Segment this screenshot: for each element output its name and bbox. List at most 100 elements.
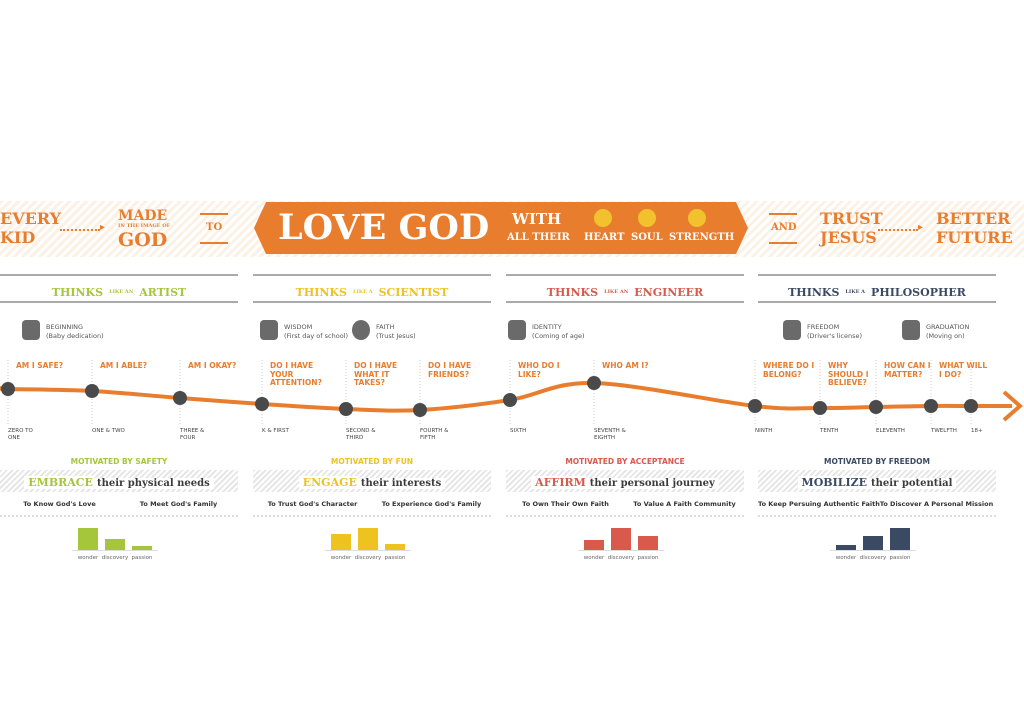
thinks-like: LIKE A — [845, 289, 866, 295]
age: ZERO TO ONE — [8, 428, 33, 441]
milestone-title: WISDOM — [284, 323, 313, 331]
node — [503, 393, 517, 407]
bar-label: passion — [637, 555, 659, 561]
jesus: JESUS — [820, 228, 877, 247]
bar-label: discovery — [101, 555, 129, 561]
arrow-head: ▸ — [918, 222, 924, 233]
goal: To Experience God's Family — [381, 500, 482, 508]
bar — [863, 536, 883, 550]
motivation: MOTIVATED BY ACCEPTANCE — [565, 457, 685, 466]
motto-band: EMBRACE their physical needs — [0, 470, 238, 492]
thinks-role: PHILOSOPHER — [871, 286, 966, 299]
motto-focus: their physical needs — [92, 478, 214, 489]
milestone-note: (Coming of age) — [532, 332, 585, 340]
age: ONE & TWO — [92, 428, 125, 434]
thinks-role: ENGINEER — [634, 286, 704, 299]
motivation: MOTIVATED BY FREEDOM — [824, 457, 930, 466]
motivation: MOTIVATED BY FUN — [330, 457, 414, 466]
heart: HEART — [584, 232, 625, 243]
milestone-note: (Driver's license) — [807, 332, 863, 340]
age: FOURTH & FIFTH — [420, 428, 449, 441]
motivation: MOTIVATED BY SAFETY — [70, 457, 168, 466]
rule — [200, 213, 228, 215]
question: WHERE DO I BELONG? — [763, 361, 815, 379]
motto-focus: their interests — [356, 478, 446, 489]
bar — [890, 528, 910, 550]
thinks-thinks: THINKS — [295, 286, 347, 299]
arrow-head: ▸ — [100, 222, 106, 233]
question: DO I HAVE WHAT IT TAKES? — [354, 361, 398, 388]
motto-band: ENGAGE their interests — [253, 470, 491, 492]
question: AM I OKAY? — [188, 361, 237, 370]
bar-label: wonder — [330, 555, 352, 561]
node — [964, 399, 978, 413]
thinks-like: LIKE AN — [604, 289, 629, 295]
dotted-arrow — [60, 229, 100, 231]
thinks-role: ARTIST — [139, 286, 187, 299]
bar — [638, 536, 658, 550]
node — [413, 403, 427, 417]
milestone-icon — [22, 320, 40, 340]
milestone-title: GRADUATION — [926, 323, 970, 331]
soul: SOUL — [631, 232, 663, 243]
bar — [358, 528, 378, 550]
milestone-icon — [902, 320, 920, 340]
goal: To Know God's Love — [23, 500, 96, 508]
motto-verb: AFFIRM — [531, 476, 586, 489]
god: GOD — [118, 229, 168, 251]
milestone-title: FREEDOM — [807, 323, 840, 331]
bar — [611, 528, 631, 550]
age: SECOND & THIRD — [346, 428, 376, 441]
question: DO I HAVE FRIENDS? — [428, 361, 472, 379]
thinks-heading: THINKS LIKE A SCIENTIST — [253, 284, 491, 300]
bar — [385, 544, 405, 550]
question: WHAT WILL I DO? — [939, 361, 988, 379]
timeline-arrow — [1002, 390, 1024, 422]
milestone-title: IDENTITY — [532, 323, 562, 331]
bar-label: wonder — [583, 555, 605, 561]
bar-label: passion — [889, 555, 911, 561]
bar-label: passion — [131, 555, 153, 561]
thinks-role: SCIENTIST — [378, 286, 449, 299]
node — [748, 399, 762, 413]
goal: To Meet God's Family — [139, 500, 218, 508]
kid: KID — [0, 228, 36, 247]
motto-focus: their potential — [867, 478, 957, 489]
node — [255, 397, 269, 411]
milestone-note: (Baby dedication) — [46, 332, 104, 340]
future: FUTURE — [936, 228, 1013, 247]
bar — [331, 534, 351, 550]
age: NINTH — [755, 428, 773, 434]
milestone-icon — [508, 320, 526, 340]
motto-verb: EMBRACE — [24, 476, 93, 489]
motto-verb: ENGAGE — [298, 476, 357, 489]
question: WHO DO I LIKE? — [518, 361, 560, 379]
rule — [769, 242, 797, 244]
node — [924, 399, 938, 413]
thinks-heading: THINKS LIKE AN ARTIST — [0, 284, 238, 300]
milestone-note: (First day of school) — [284, 332, 349, 340]
strength: STRENGTH — [669, 232, 735, 243]
goal: To Own Their Own Faith — [522, 500, 609, 508]
bar-label: wonder — [835, 555, 857, 561]
node — [85, 384, 99, 398]
trust: TRUST — [820, 209, 883, 228]
better: BETTER — [936, 209, 1011, 228]
question: HOW CAN I MATTER? — [884, 361, 931, 379]
goal: To Discover A Personal Mission — [879, 500, 994, 508]
milestone-note: (Moving on) — [926, 332, 965, 340]
node — [173, 391, 187, 405]
bar — [584, 540, 604, 550]
age: TWELFTH — [931, 428, 957, 434]
question: DO I HAVE YOUR ATTENTION? — [270, 361, 322, 388]
bar — [836, 545, 856, 550]
question: AM I ABLE? — [100, 361, 148, 370]
thinks-like: LIKE A — [352, 289, 373, 295]
every: EVERY — [0, 209, 62, 228]
all-their: ALL THEIR — [507, 232, 570, 243]
and: AND — [771, 222, 797, 233]
thinks-thinks: THINKS — [546, 286, 599, 299]
image-of: IN THE IMAGE OF — [118, 223, 171, 229]
question: AM I SAFE? — [16, 361, 64, 370]
